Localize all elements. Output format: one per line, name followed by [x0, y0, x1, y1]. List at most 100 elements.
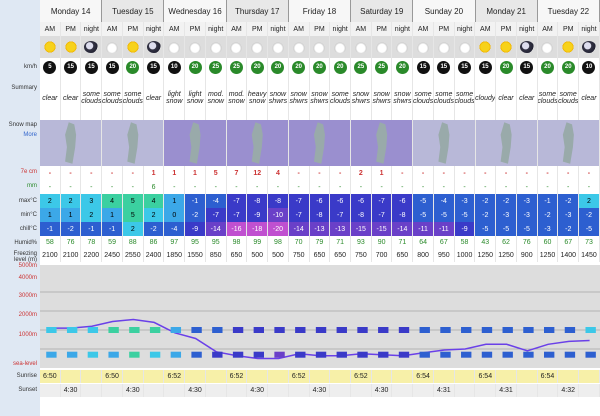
min-temp-cell: -5 [433, 208, 455, 222]
chill-temp-cell: -14 [288, 222, 310, 236]
wind-cell: 20 [289, 58, 310, 76]
max-temp-cell: 2 [579, 194, 600, 208]
wind-arrow-icon: 15 [84, 60, 98, 74]
bottom-temp-marker [544, 351, 555, 358]
rain-cell: - [268, 180, 289, 194]
sunrise-cell [454, 370, 476, 383]
sunset-cell: 4:31 [433, 384, 455, 397]
freezing-cell: 650 [330, 248, 352, 262]
sun-icon [63, 41, 78, 53]
wind-arrow-icon: 20 [292, 60, 306, 74]
chill-temp-cell: -13 [309, 222, 331, 236]
day-header[interactable]: Monday 14 [40, 0, 103, 22]
bottom-temp-marker [585, 351, 596, 358]
freezing-cell: 2100 [40, 248, 61, 262]
wind-cell: 20 [268, 58, 289, 76]
wind-arrow-icon: 20 [250, 60, 264, 74]
min-temp-cell: 5 [122, 208, 144, 222]
cloud-icon [250, 41, 265, 53]
top-temp-marker [398, 327, 410, 333]
weather-icon [392, 36, 414, 58]
min-temp-cell: 2 [81, 208, 103, 222]
sunrise-cell [330, 370, 352, 383]
cloud-icon [457, 41, 472, 53]
top-temp-marker [149, 327, 161, 333]
freezing-cell: 1250 [496, 248, 517, 262]
summary-row: clear clear some clouds some clouds some clo… [40, 76, 600, 120]
period-cell: PM [61, 22, 82, 36]
freezing-cell: 1450 [579, 248, 600, 262]
summary-cell: mod. snow [206, 76, 227, 120]
snow-label: 7e cm [20, 169, 37, 175]
day-header[interactable]: Sunday 20 [413, 0, 476, 22]
day-header[interactable]: Friday 18 [288, 0, 352, 22]
wind-cell: 20 [123, 58, 144, 76]
snow-map-thumbnail[interactable] [288, 120, 352, 166]
summary-label: Summary [11, 85, 37, 91]
sunset-cell: 4:30 [122, 384, 144, 397]
rain-row: -----6--------------------- [40, 180, 600, 194]
snow-map-thumbnail[interactable] [351, 120, 414, 166]
min-temp-cell: -9 [247, 208, 269, 222]
max-temp-cell: 2 [60, 194, 82, 208]
weather-icon [475, 36, 497, 58]
wind-arrow-icon: 20 [540, 60, 554, 74]
snow-map-thumbnail[interactable] [537, 120, 600, 166]
max-temp-cell: -1 [537, 194, 559, 208]
snow-cell: - [475, 166, 497, 180]
snow-cell: - [434, 166, 455, 180]
snow-map-thumbnail[interactable] [475, 120, 538, 166]
day-header[interactable]: Monday 21 [475, 0, 538, 22]
snow-map-thumbnail[interactable] [413, 120, 476, 166]
day-header[interactable]: Saturday 19 [351, 0, 414, 22]
cloud-icon [291, 41, 306, 53]
cloud-icon [167, 41, 182, 53]
min-temp-cell: 1 [102, 208, 123, 222]
snow-cell: - [123, 166, 144, 180]
freezing-cell: 750 [351, 248, 372, 262]
snow-map-thumbnail[interactable] [40, 120, 103, 166]
max-temp-cell: -5 [413, 194, 434, 208]
snowmap-more-link[interactable]: More [23, 132, 37, 138]
cloud-icon [270, 41, 285, 53]
weather-icon [558, 36, 580, 58]
cloud-icon [540, 41, 555, 53]
freezing-level-svg [40, 291, 600, 360]
sunrise-cell [143, 370, 165, 383]
rain-cell: - [455, 180, 476, 194]
sunrise-cell [247, 370, 269, 383]
snow-cell: - [392, 166, 414, 180]
freezing-cell: 650 [392, 248, 414, 262]
top-temp-marker [481, 327, 493, 333]
period-cell: night [81, 22, 103, 36]
snow-map-thumbnail[interactable] [164, 120, 227, 166]
bottom-temp-marker [46, 351, 57, 358]
period-cell: AM [475, 22, 497, 36]
day-header[interactable]: Wednesday 16 [164, 0, 227, 22]
snow-map-thumbnail[interactable] [226, 120, 289, 166]
snow-map-thumbnail[interactable] [102, 120, 165, 166]
humid-cell: 76 [61, 236, 82, 248]
day-header[interactable]: Thursday 17 [226, 0, 289, 22]
min-temp-cell: -3 [496, 208, 517, 222]
wind-arrow-icon: 25 [229, 60, 243, 74]
sunset-cell [579, 384, 600, 397]
max-temp-cell: -2 [558, 194, 580, 208]
max-row: 2 2 3 4 5 4 1 -1 -4 -7 -8 -8 -7 -6 -6 -6 -7 -6 -5 -4 -3 -2 -2-… [40, 194, 600, 208]
max-temp-cell: -3 [516, 194, 538, 208]
day-header[interactable]: Tuesday 15 [102, 0, 165, 22]
day-header[interactable]: Tuesday 22 [537, 0, 600, 22]
summary-cell: some clouds [558, 76, 580, 120]
min-temp-cell: -3 [558, 208, 580, 222]
cloud-icon [312, 41, 327, 53]
sunset-cell: 4:30 [185, 384, 206, 397]
top-temp-marker [315, 327, 327, 333]
humid-cell: 78 [81, 236, 103, 248]
chill-temp-cell: -9 [454, 222, 476, 236]
wind-arrow-icon: 20 [188, 60, 202, 74]
alt-5000: 5000m [18, 263, 37, 269]
wind-row: 5 15 15 15 20 15 10 20 25 25 20 20 20 20 20 25 25 20 15 15 1… [40, 58, 600, 76]
bottom-temp-marker [398, 351, 410, 358]
rain-cell: - [289, 180, 310, 194]
max-temp-cell: -7 [288, 194, 310, 208]
